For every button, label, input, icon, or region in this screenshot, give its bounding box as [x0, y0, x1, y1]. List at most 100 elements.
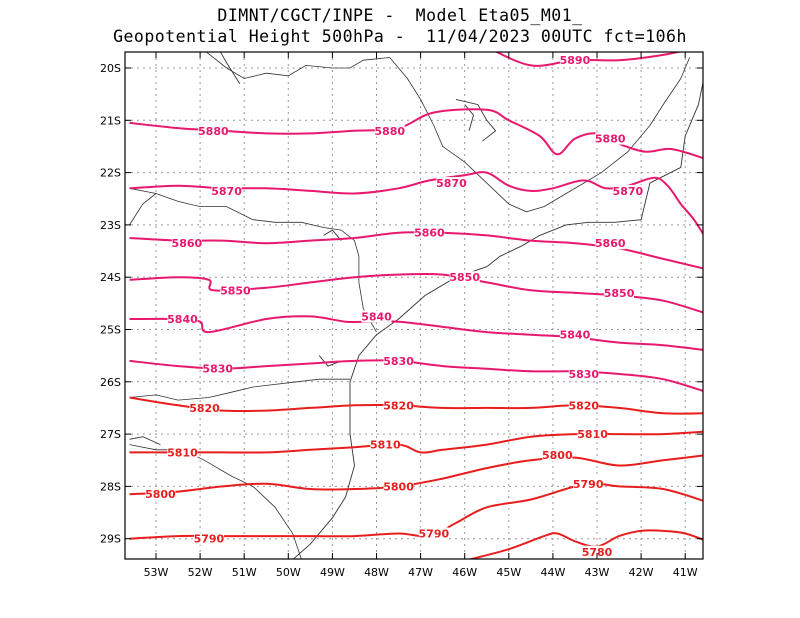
- contour-label-bg: [189, 401, 220, 414]
- contour-label-bg: [383, 399, 414, 412]
- contour-5870: [129, 171, 703, 236]
- lat-tick-label: 21S: [100, 114, 121, 127]
- contour-label: 5860: [414, 227, 445, 240]
- contour-label-bg: [145, 488, 176, 501]
- contour-label: 5800: [145, 488, 176, 501]
- contour-label: 5860: [172, 237, 203, 250]
- contour-label: 5870: [211, 185, 242, 198]
- lat-tick-label: 20S: [100, 62, 121, 75]
- lat-tick-label: 22S: [100, 167, 121, 180]
- contour-label-bg: [604, 286, 635, 299]
- contour-label-bg: [383, 480, 414, 493]
- contour-label-bg: [370, 438, 401, 451]
- state-border: [129, 187, 377, 333]
- contour-label-bg: [559, 54, 590, 67]
- contour-label-bg: [202, 362, 233, 375]
- contour-label-bg: [198, 124, 229, 137]
- contour-label: 5870: [613, 185, 644, 198]
- contour-labels-layer: 5890 5880 5880 5880 5870 5870 5870 5860 5860 5860…: [145, 54, 644, 559]
- contour-label-bg: [418, 527, 449, 540]
- contour-5800: [129, 454, 703, 496]
- lon-tick-label: 45W: [496, 566, 521, 579]
- contour-label-bg: [595, 237, 626, 250]
- contour-label: 5810: [370, 439, 401, 452]
- lat-tick-label: 29S: [100, 533, 121, 546]
- lon-tick-label: 43W: [585, 566, 610, 579]
- contour-label: 5790: [573, 478, 604, 491]
- contour-label-bg: [167, 446, 198, 459]
- contour-label: 5820: [383, 399, 414, 412]
- contour-label: 5880: [198, 125, 229, 138]
- contour-label-bg: [542, 449, 573, 462]
- lat-tick-label: 24S: [100, 271, 121, 284]
- axis-ticks: 20S 21S 22S 23S 24S 25S 26S 27S 28S 29S 53W 52W 51W 5…: [100, 52, 703, 579]
- river-reservoir: [464, 104, 474, 131]
- contour-label-bg: [559, 328, 590, 341]
- lat-tick-label: 25S: [100, 324, 121, 337]
- contour-label-bg: [211, 184, 242, 197]
- contour-label-bg: [577, 428, 608, 441]
- contour-label: 5840: [167, 313, 198, 326]
- contour-label: 5810: [167, 446, 198, 459]
- contour-label: 5890: [560, 54, 591, 67]
- contour-label: 5880: [595, 133, 626, 146]
- contour-label: 5840: [560, 329, 591, 342]
- contour-label-bg: [361, 310, 392, 323]
- contour-5810: [129, 430, 703, 454]
- coastline: [292, 81, 703, 559]
- contour-label-bg: [612, 184, 643, 197]
- lat-lon-grid: [125, 52, 703, 559]
- contour-label-bg: [414, 226, 445, 239]
- contour-label: 5820: [568, 399, 599, 412]
- contour-label-bg: [568, 399, 599, 412]
- contour-label: 5830: [202, 363, 233, 376]
- contour-label-bg: [374, 124, 405, 137]
- lon-tick-label: 53W: [144, 566, 169, 579]
- contour-label: 5820: [189, 402, 220, 415]
- contour-label: 5790: [194, 533, 225, 546]
- lon-tick-label: 51W: [232, 566, 257, 579]
- state-border: [129, 193, 157, 226]
- contour-label: 5850: [604, 287, 635, 300]
- lon-tick-label: 52W: [188, 566, 213, 579]
- lon-tick-label: 42W: [629, 566, 654, 579]
- lon-tick-label: 46W: [452, 566, 477, 579]
- lon-tick-label: 41W: [673, 566, 698, 579]
- contour-label: 5810: [577, 428, 608, 441]
- lon-tick-label: 49W: [320, 566, 345, 579]
- contour-label: 5800: [383, 480, 414, 493]
- lon-tick-label: 44W: [540, 566, 565, 579]
- contour-label-bg: [383, 354, 414, 367]
- contour-label-bg: [449, 271, 480, 284]
- state-border: [129, 436, 161, 445]
- contour-label-bg: [582, 545, 612, 558]
- lat-tick-label: 27S: [100, 428, 121, 441]
- contour-label: 5850: [220, 284, 251, 297]
- contour-label: 5880: [374, 125, 405, 138]
- contour-label-bg: [595, 132, 626, 145]
- plot-frame: [124, 51, 704, 560]
- contour-5820: [129, 396, 703, 415]
- contour-5840: [129, 315, 703, 351]
- contour-label-bg: [573, 477, 604, 490]
- contour-label: 5850: [449, 271, 480, 284]
- contour-label-bg: [220, 284, 251, 297]
- contour-label-bg: [167, 313, 198, 326]
- lat-tick-label: 23S: [100, 219, 121, 232]
- contour-label: 5800: [542, 449, 573, 462]
- state-border: [129, 378, 350, 401]
- contour-label: 5870: [436, 177, 467, 190]
- contour-label: 5790: [419, 527, 450, 540]
- contour-label: 5860: [595, 237, 626, 250]
- contour-label: 5830: [383, 355, 414, 368]
- chart-title-line-2: Geopotential Height 500hPa - 11/04/2023 …: [113, 27, 687, 46]
- contour-label-bg: [171, 237, 202, 250]
- geography-layer: [129, 52, 703, 559]
- contour-label: 5780: [582, 546, 613, 559]
- lat-tick-label: 26S: [100, 376, 121, 389]
- river-reservoir: [323, 229, 342, 241]
- lon-tick-label: 50W: [276, 566, 301, 579]
- contour-label-bg: [568, 367, 599, 380]
- contour-5890: [494, 52, 683, 67]
